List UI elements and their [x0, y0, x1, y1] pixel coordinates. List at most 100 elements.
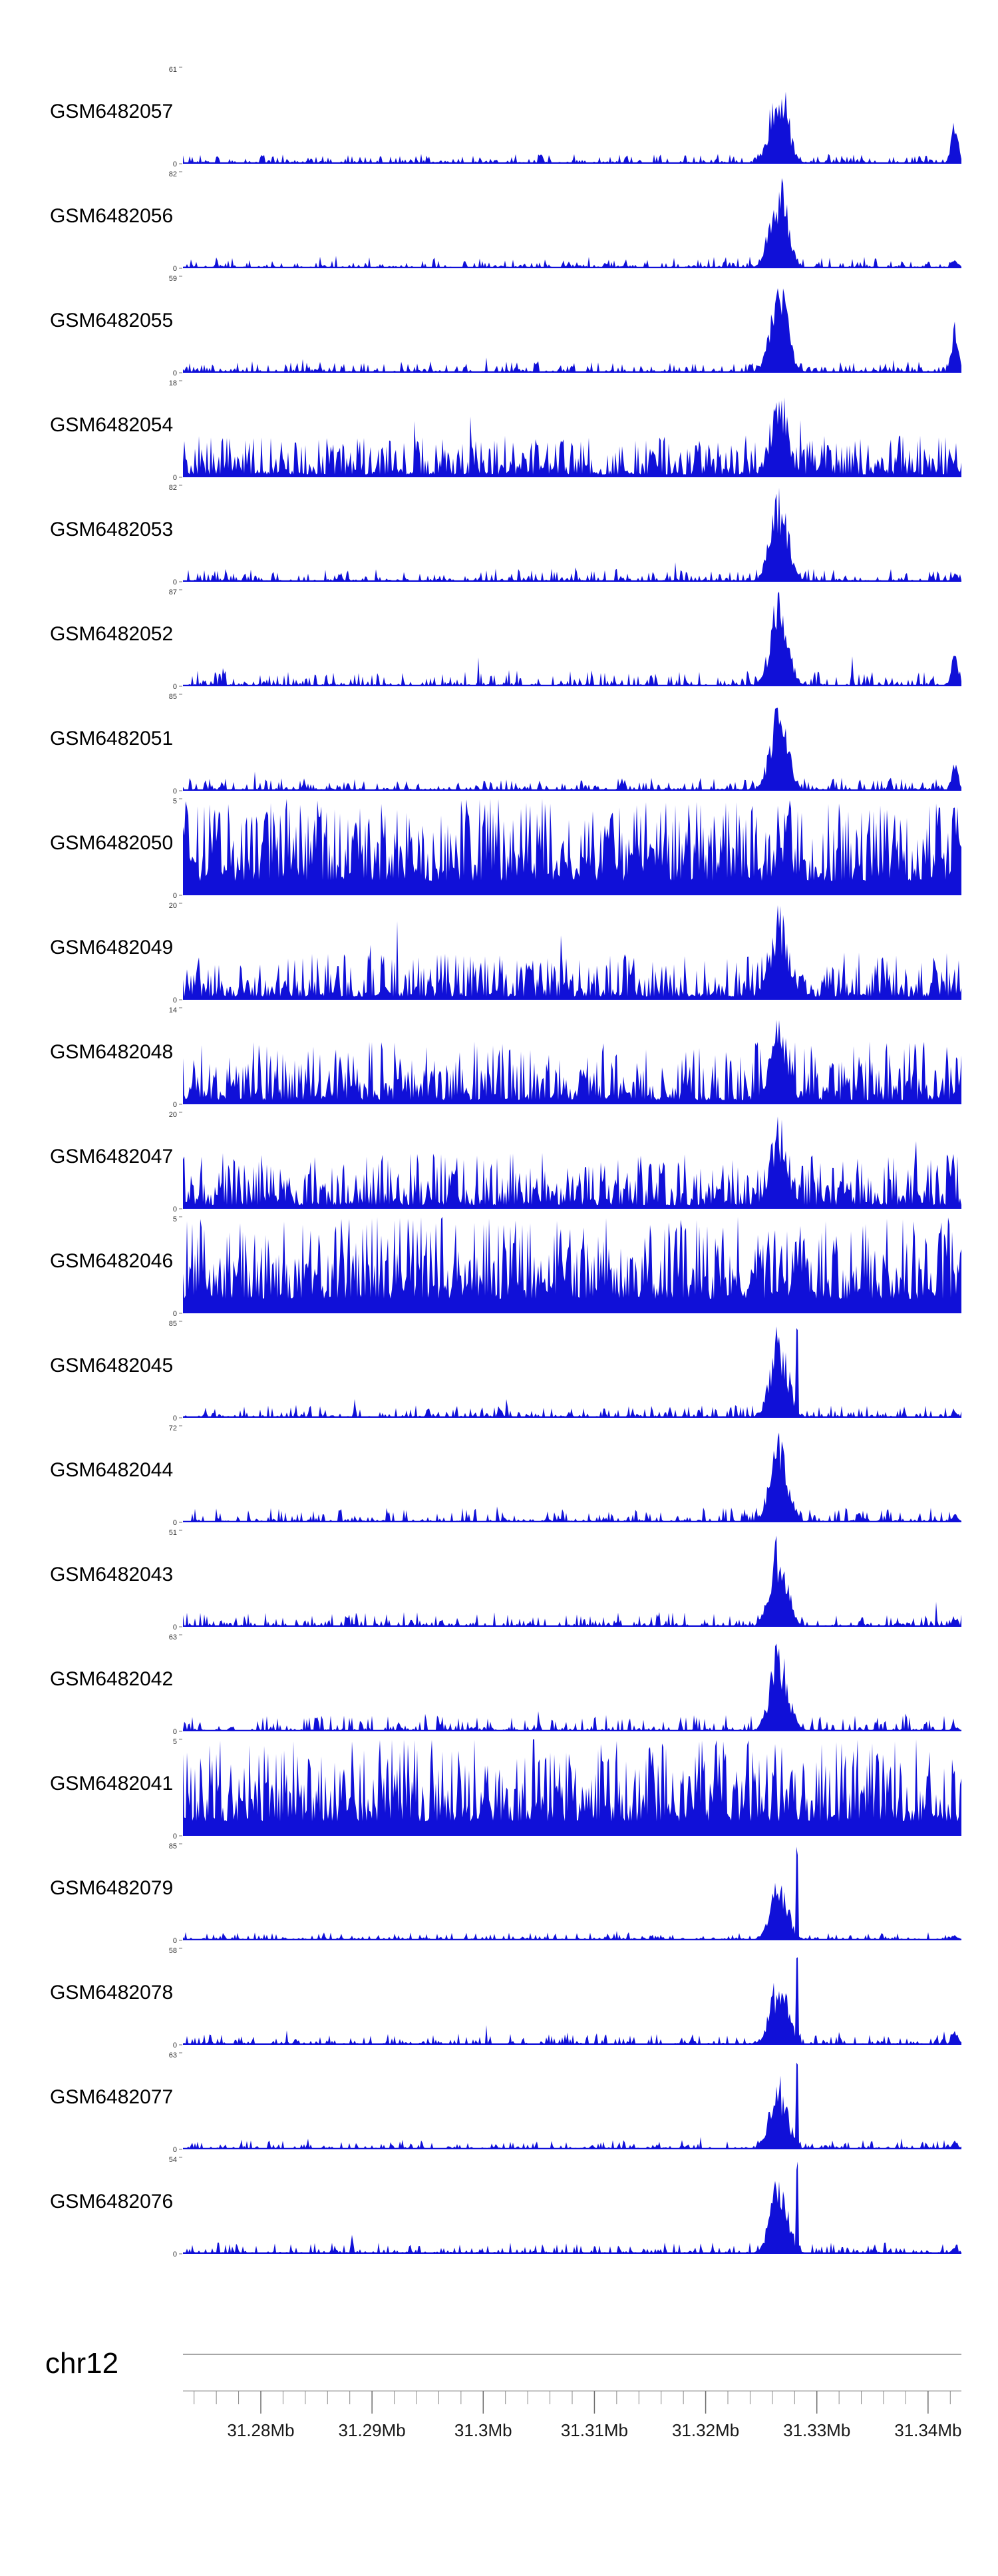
y-axis-max-label: 87: [169, 588, 177, 596]
y-axis-max-label: 5: [173, 1215, 177, 1223]
y-axis-max-label: 82: [169, 484, 177, 492]
y-axis-zero-label: 0: [173, 578, 177, 586]
track-label: GSM6482053: [50, 519, 174, 540]
y-axis-zero-label: 0: [173, 1310, 177, 1317]
coverage-plot: 20 0: [169, 902, 961, 1004]
y-axis-zero-label: 0: [173, 892, 177, 899]
track-row: GSM6482047 20 0: [0, 1108, 998, 1213]
y-axis-max-label: 18: [169, 379, 177, 387]
y-axis-max-label: 58: [169, 1947, 177, 1955]
y-axis-max-label: 5: [173, 1738, 177, 1746]
axis-tick-label: 31.3Mb: [454, 2420, 512, 2440]
y-axis-zero-label: 0: [173, 1728, 177, 1735]
y-axis-zero-label: 0: [173, 265, 177, 272]
coverage-plot: 50: [173, 797, 961, 899]
coverage-signal: [183, 905, 961, 1000]
coverage-signal: [183, 2062, 961, 2149]
coverage-signal: [183, 591, 961, 686]
y-axis-zero-label: 0: [173, 369, 177, 377]
y-axis-zero-label: 0: [173, 1101, 177, 1108]
y-axis-max-label: 63: [169, 1633, 177, 1641]
track-label: GSM6482076: [50, 2191, 174, 2213]
coverage-plot: 18 0: [169, 379, 961, 481]
genome-axis-ruler: 31.28Mb 31.29Mb 31.3Mb 31.31Mb 31.32Mb 31.33M…: [183, 2354, 961, 2440]
axis-tick-label: 31.31Mb: [561, 2420, 628, 2440]
coverage-signal: [183, 1020, 961, 1104]
track-label: GSM6482079: [50, 1877, 174, 1899]
y-axis-max-label: 63: [169, 2051, 177, 2059]
genome-axis-area: chr12 31.28Mb 31.29Mb 31.3Mb 31.31Mb 31.32Mb…: [0, 2343, 998, 2489]
y-axis-zero-label: 0: [173, 1623, 177, 1631]
track-label: GSM6482078: [50, 1982, 174, 2004]
y-axis-zero-label: 0: [173, 1414, 177, 1422]
coverage-plot: 85 0: [169, 1320, 961, 1422]
track-label: GSM6482057: [50, 101, 174, 122]
track-label: GSM6482049: [50, 937, 174, 959]
track-row: GSM6482042 63 0: [0, 1631, 998, 1735]
y-axis-max-label: 72: [169, 1424, 177, 1432]
y-axis-max-label: 14: [169, 1006, 177, 1014]
track-label: GSM6482046: [50, 1250, 174, 1272]
track-label: GSM6482043: [50, 1564, 174, 1586]
track-row: GSM6482043 51 0: [0, 1526, 998, 1631]
coverage-signal: [183, 1116, 961, 1209]
track-row: GSM6482044 72 0: [0, 1422, 998, 1526]
coverage-signal: [183, 2161, 961, 2254]
coverage-plot: 59 0: [169, 275, 961, 377]
coverage-plot: 87 0: [169, 588, 961, 690]
axis-tick-label: 31.34Mb: [894, 2420, 961, 2440]
y-axis-zero-label: 0: [173, 2041, 177, 2049]
track-label: GSM6482050: [50, 832, 174, 854]
y-axis-max-label: 85: [169, 1320, 177, 1328]
track-row: GSM6482077 63 0: [0, 2049, 998, 2153]
coverage-signal: [183, 1432, 961, 1522]
track-row: GSM6482054 18 0: [0, 377, 998, 481]
coverage-plot: 14 0: [169, 1006, 961, 1108]
track-row: GSM6482079 85 0: [0, 1840, 998, 1944]
y-axis-max-label: 20: [169, 902, 177, 910]
coverage-signal: [183, 397, 961, 477]
y-axis-max-label: 61: [169, 66, 177, 74]
track-row: GSM6482076 54 0: [0, 2153, 998, 2258]
track-row: GSM6482055 59 0: [0, 272, 998, 377]
track-row: GSM6482046 5 0: [0, 1213, 998, 1317]
y-axis-max-label: 54: [169, 2156, 177, 2164]
coverage-plot: 54 0: [169, 2156, 961, 2258]
track-label: GSM6482055: [50, 310, 174, 331]
coverage-signal: [183, 799, 961, 895]
track-label: GSM6482054: [50, 414, 174, 436]
coverage-plot: 58 0: [169, 1947, 961, 2049]
chromosome-label: chr12: [45, 2347, 119, 2380]
track-row: GSM6482045 85 0: [0, 1317, 998, 1422]
axis-tick-label: 31.28Mb: [227, 2420, 294, 2440]
coverage-signal: [183, 708, 961, 791]
y-axis-max-label: 82: [169, 170, 177, 178]
coverage-signal: [183, 1739, 961, 1836]
track-row: GSM6482056 82 0: [0, 168, 998, 272]
coverage-plot: 63 0: [169, 2051, 961, 2153]
y-axis-zero-label: 0: [173, 2146, 177, 2153]
coverage-plot: 61 0: [169, 66, 961, 168]
coverage-signal: [183, 178, 961, 268]
coverage-plot: 72 0: [169, 1424, 961, 1526]
y-axis-max-label: 59: [169, 275, 177, 283]
track-label: GSM6482056: [50, 205, 174, 227]
track-label: GSM6482042: [50, 1668, 174, 1690]
y-axis-zero-label: 0: [173, 787, 177, 795]
coverage-signal: [183, 1957, 961, 2045]
y-axis-zero-label: 0: [173, 2251, 177, 2258]
track-row: GSM6482050 5 0: [0, 795, 998, 899]
coverage-plot: 50: [173, 1215, 961, 1317]
y-axis-max-label: 85: [169, 693, 177, 701]
y-axis-max-label: 5: [173, 797, 177, 805]
y-axis-zero-label: 0: [173, 1205, 177, 1213]
coverage-plot: 50: [173, 1738, 961, 1840]
track-row: GSM6482052 87 0: [0, 586, 998, 690]
axis-tick-label: 31.29Mb: [339, 2420, 406, 2440]
coverage-signal: [183, 288, 961, 373]
track-row: GSM6482078 58 0: [0, 1944, 998, 2049]
track-label: GSM6482045: [50, 1355, 174, 1377]
coverage-signal: [183, 91, 961, 164]
coverage-signal: [183, 1326, 961, 1418]
y-axis-zero-label: 0: [173, 474, 177, 481]
